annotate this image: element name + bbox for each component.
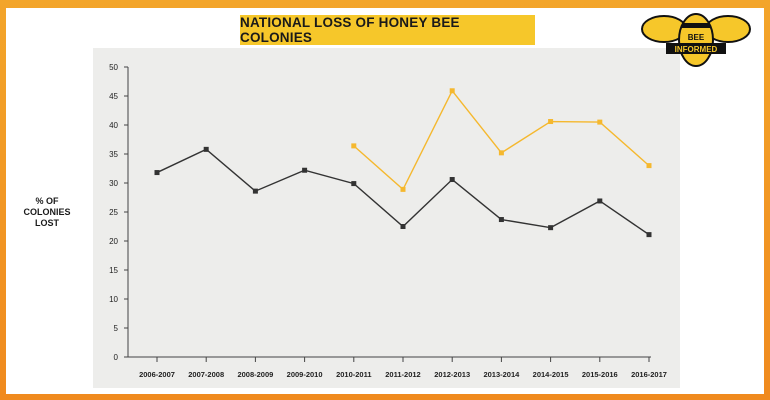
x-tick-label: 2012-2013: [434, 370, 470, 379]
series-2-point: [498, 150, 504, 156]
y-tick-label: 10: [109, 295, 118, 304]
x-tick-label: 2006-2007: [139, 370, 175, 379]
logo-stripe: [682, 23, 710, 28]
logo-text-informed: INFORMED: [675, 45, 718, 54]
y-tick-label: 50: [109, 63, 118, 72]
series-2-point: [351, 143, 357, 149]
series-1-point: [203, 146, 209, 152]
series-1-point: [646, 232, 652, 238]
y-axis-label-line-1: % OF: [35, 196, 59, 206]
y-tick-label: 30: [109, 179, 118, 188]
series-2-point: [548, 119, 554, 125]
x-tick-label: 2008-2009: [237, 370, 273, 379]
series-1-point: [351, 181, 357, 187]
series-2-point: [646, 163, 652, 169]
series-2-point: [597, 119, 603, 125]
y-tick-label: 15: [109, 266, 118, 275]
y-tick-label: 40: [109, 121, 118, 130]
logo-text-bee: BEE: [688, 33, 705, 42]
y-axis-label-line-2: COLONIES: [23, 207, 71, 217]
y-tick-label: 35: [109, 150, 118, 159]
y-tick-label: 20: [109, 237, 118, 246]
series-1-point: [548, 225, 554, 231]
y-axis-label: % OF COLONIES LOST: [12, 196, 82, 229]
series-2-point: [449, 88, 455, 94]
x-tick-label: 2016-2017: [631, 370, 667, 379]
x-tick-label: 2015-2016: [582, 370, 618, 379]
series-1-point: [498, 217, 504, 223]
series-1-point: [449, 177, 455, 183]
x-tick-label: 2009-2010: [287, 370, 323, 379]
plot-area: [93, 48, 680, 388]
x-tick-label: 2010-2011: [336, 370, 371, 379]
series-1-point: [400, 224, 406, 229]
x-tick-label: 2011-2012: [385, 370, 420, 379]
series-2-line: [353, 89, 650, 191]
series-1-point: [252, 188, 258, 194]
series-2-point: [400, 186, 406, 192]
y-tick-label: 5: [114, 324, 119, 333]
series-1-point: [302, 167, 308, 173]
x-tick-label: 2007-2008: [188, 370, 224, 379]
y-tick-label: 25: [109, 208, 118, 217]
x-tick-label: 2013-2014: [483, 370, 520, 379]
y-tick-label: 0: [114, 353, 119, 362]
series-1-line: [156, 148, 650, 236]
logo-banner: [666, 43, 726, 54]
chart-title: NATIONAL LOSS OF HONEY BEE COLONIES: [240, 15, 535, 45]
bee-informed-logo: BEE INFORMED: [641, 13, 751, 67]
y-axis-label-line-3: LOST: [35, 218, 59, 228]
series-1-point: [597, 198, 603, 204]
series-1-point: [154, 170, 160, 176]
y-tick-label: 45: [109, 92, 118, 101]
x-tick-label: 2014-2015: [533, 370, 569, 379]
